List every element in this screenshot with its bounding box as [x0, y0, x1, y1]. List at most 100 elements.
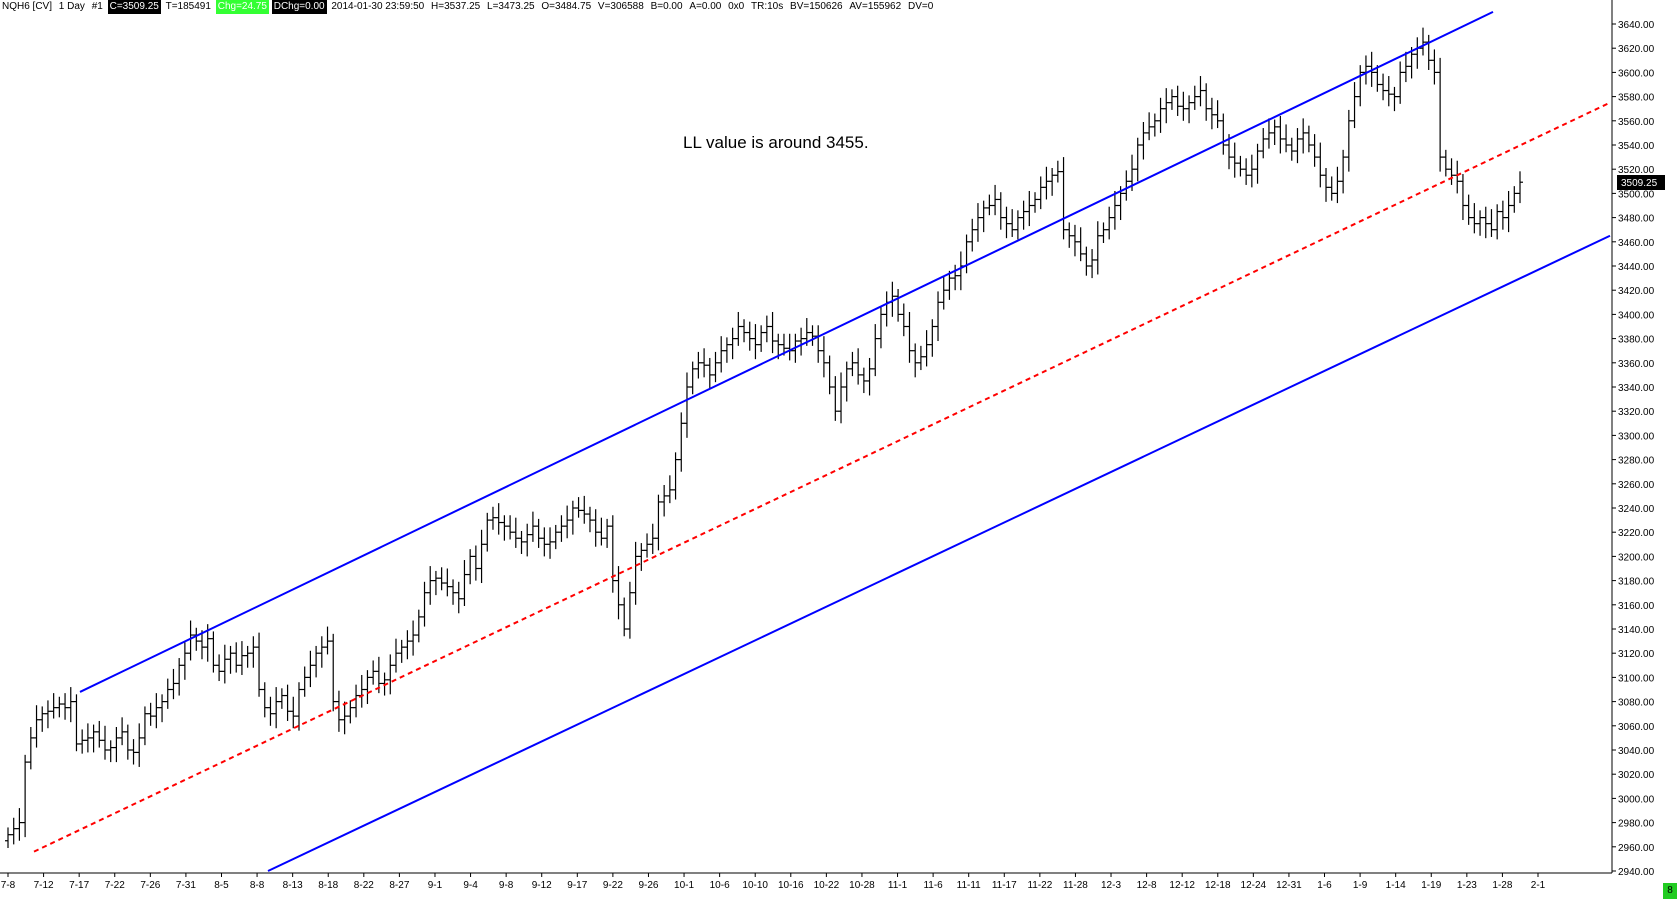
ohlc-bar [1391, 86, 1398, 112]
ohlc-bar [729, 327, 736, 360]
ohlc-bar [946, 270, 953, 300]
ohlc-bar [1277, 115, 1284, 154]
ohlc-bar [370, 660, 377, 685]
ohlc-bar [113, 727, 120, 763]
ohlc-bar [1311, 134, 1318, 167]
ohlc-bar [1442, 149, 1449, 177]
price-tick-label: 3480.00 [1618, 214, 1655, 225]
ohlc-bar [398, 639, 405, 663]
ohlc-bar [1260, 128, 1267, 159]
ohlc-bar [39, 706, 46, 732]
ohlc-bar [1060, 157, 1067, 240]
ohlc-bar [1220, 113, 1227, 155]
ohlc-bar [495, 503, 502, 535]
ohlc-bar [1425, 34, 1432, 70]
price-tick-label: 3380.00 [1618, 335, 1655, 346]
ohlc-bar [712, 351, 719, 383]
ohlc-bar [535, 518, 542, 548]
ohlc-bar [1123, 170, 1130, 201]
volume-value: V=306588 [597, 1, 644, 12]
ohlc-bar [1465, 194, 1472, 225]
ohlc-bar [1083, 246, 1090, 276]
ohlc-bar [210, 631, 217, 673]
ohlc-bar [661, 485, 668, 517]
upper-channel-line [79, 10, 1494, 693]
ohlc-bar [992, 184, 999, 216]
ohlc-bar [644, 533, 651, 558]
ohlc-bar [1140, 122, 1147, 160]
ohlc-bar [307, 650, 314, 688]
ohlc-bar [67, 687, 74, 723]
ohlc-bar [1026, 190, 1033, 227]
ohlc-bar [518, 530, 525, 554]
ohlc-bar [1283, 124, 1290, 153]
date-tick-label: 7-8 [1, 880, 16, 891]
ohlc-bar [695, 351, 702, 379]
ohlc-bar [341, 701, 348, 735]
date-tick-label: 12-24 [1241, 880, 1267, 891]
ohlc-bar [895, 288, 902, 322]
ohlc-bar [1066, 222, 1073, 248]
ohlc-bar [1402, 51, 1409, 83]
ohlc-bar [62, 693, 69, 720]
trades-value: T=185491 [165, 1, 211, 12]
price-tick-label: 3320.00 [1618, 407, 1655, 418]
price-tick-label: 3580.00 [1618, 93, 1655, 104]
ohlc-bar [301, 666, 308, 697]
date-tick-label: 1-9 [1353, 880, 1368, 891]
ohlc-bar [969, 218, 976, 252]
date-axis[interactable]: 7-8 7-12 7-17 7-22 7-26 7-31 8-5 8-8 8-13 8-18 8-2… [0, 872, 1612, 891]
date-tick-label: 8-27 [389, 880, 409, 891]
price-tick-label: 3120.00 [1618, 649, 1655, 660]
ohlc-bar [318, 636, 325, 668]
ohlc-bar [604, 518, 611, 548]
price-tick-label: 3180.00 [1618, 577, 1655, 588]
ohlc-bar [467, 549, 474, 585]
ohlc-bar [489, 506, 496, 530]
date-tick-label: 11-22 [1027, 880, 1052, 891]
ohlc-bar [1032, 192, 1039, 213]
ohlc-bar [820, 336, 827, 378]
ohlc-bar [1482, 206, 1489, 239]
ohlc-bar [1020, 200, 1027, 230]
price-tick-label: 2940.00 [1618, 867, 1655, 878]
ohlc-bar [1089, 249, 1096, 279]
ohlc-bar [912, 343, 919, 378]
ohlc-bar [592, 509, 599, 547]
ohlc-bar [855, 348, 862, 385]
ohlc-bar [1163, 88, 1170, 124]
ohlc-bar [353, 684, 360, 718]
ohlc-bar [957, 251, 964, 291]
ohlc-bar [701, 348, 708, 378]
datetime-value: 2014-01-30 23:59:50 [331, 1, 425, 12]
ohlc-bar [935, 291, 942, 342]
ohlc-bar [1362, 55, 1369, 85]
ohlc-bar [826, 355, 833, 395]
symbol-label: NQH6 [CV] [2, 1, 53, 12]
ohlc-bar [432, 570, 439, 596]
price-tick-label: 3460.00 [1618, 238, 1655, 249]
status-indicator[interactable]: 8 [1663, 883, 1677, 899]
date-tick-label: 1-14 [1386, 880, 1406, 891]
ohlc-bar [581, 495, 588, 524]
ohlc-bar [626, 581, 633, 639]
ohlc-bar [1385, 76, 1392, 107]
ohlc-bar [974, 203, 981, 242]
ohlc-bar [1397, 61, 1404, 104]
ohlc-bar [1231, 142, 1238, 178]
ohlc-bar [1340, 149, 1347, 194]
date-tick-label: 12-8 [1137, 880, 1157, 891]
ohlc-bar [1459, 174, 1466, 221]
ohlc-bar [290, 696, 297, 729]
price-axis[interactable]: 2940.00 2960.00 2980.00 3000.00 3020.00 3040.… [1611, 0, 1655, 878]
ohlc-bar [335, 690, 342, 732]
low-value: L=3473.25 [487, 1, 535, 12]
ohlc-bar [1174, 85, 1181, 116]
ohlc-bar [632, 541, 639, 605]
ohlc-bar [484, 512, 491, 552]
ohlc-bar [50, 693, 57, 719]
ohlc-bar [1374, 65, 1381, 92]
ohlc-bar [392, 638, 399, 673]
ohlc-bar [330, 633, 337, 712]
